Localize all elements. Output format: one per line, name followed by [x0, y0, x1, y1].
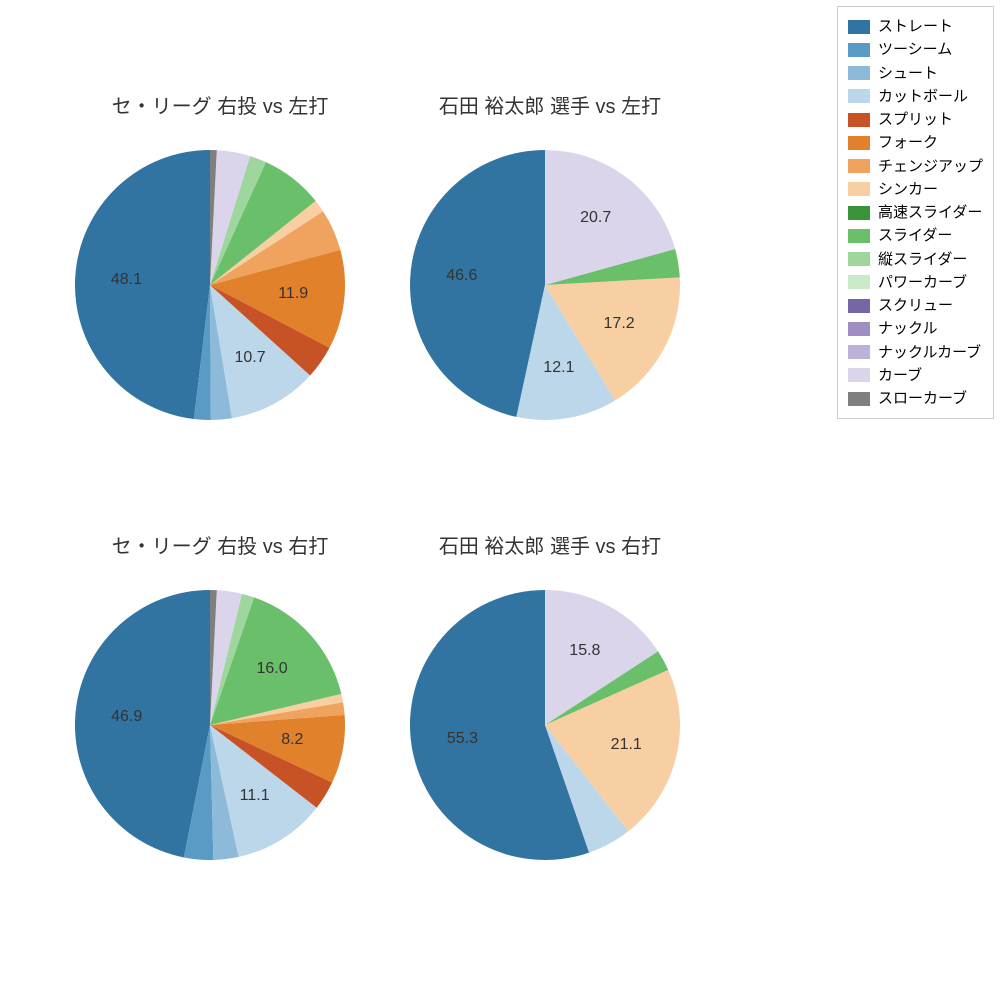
legend-item: 高速スライダー [848, 201, 983, 224]
pie-slice [410, 150, 545, 417]
legend-swatch [848, 136, 870, 150]
legend-item: スローカーブ [848, 387, 983, 410]
pie-slice-label: 11.9 [278, 285, 308, 303]
pie-slice-label: 10.7 [235, 349, 266, 367]
pie-slice-label: 46.9 [111, 708, 142, 726]
legend-label: ストレート [878, 15, 953, 38]
legend-swatch [848, 66, 870, 80]
chart-title: 石田 裕太郎 選手 vs 左打 [400, 90, 700, 119]
legend-swatch [848, 345, 870, 359]
chart-title: 石田 裕太郎 選手 vs 右打 [400, 530, 700, 559]
legend-label: 縦スライダー [878, 248, 967, 271]
pie-slice-label: 17.2 [604, 315, 635, 333]
legend-swatch [848, 229, 870, 243]
legend-label: カットボール [878, 85, 968, 108]
legend-label: シンカー [878, 178, 938, 201]
legend-swatch [848, 322, 870, 336]
pie-slice [75, 590, 210, 857]
pie-slice-label: 20.7 [580, 209, 611, 227]
legend-swatch [848, 368, 870, 382]
legend-item: スライダー [848, 224, 983, 247]
pie-chart-bottom-left: 46.9 11.1 8.2 16.0 [75, 590, 345, 860]
pie-slice-label: 15.8 [569, 642, 600, 660]
pie-slice-label: 8.2 [281, 731, 303, 749]
legend-item: シンカー [848, 178, 983, 201]
legend-item: チェンジアップ [848, 155, 983, 178]
legend-item: シュート [848, 62, 983, 85]
legend-swatch [848, 20, 870, 34]
legend-label: 高速スライダー [878, 201, 982, 224]
pie-slice-label: 48.1 [111, 271, 142, 289]
legend-label: スライダー [878, 224, 952, 247]
legend-swatch [848, 392, 870, 406]
legend-item: ツーシーム [848, 38, 983, 61]
legend-swatch [848, 89, 870, 103]
pie-chart-top-right: 46.6 12.1 17.2 20.7 [410, 150, 680, 420]
legend-swatch [848, 43, 870, 57]
pie-slice-label: 16.0 [257, 660, 288, 678]
legend-swatch [848, 206, 870, 220]
pie-slice [75, 150, 210, 419]
legend-label: シュート [878, 62, 938, 85]
legend-item: ナックルカーブ [848, 341, 983, 364]
legend-item: 縦スライダー [848, 248, 983, 271]
legend-item: スプリット [848, 108, 983, 131]
chart-title: セ・リーグ 右投 vs 左打 [70, 90, 370, 119]
legend-label: ナックルカーブ [878, 341, 981, 364]
chart-title: セ・リーグ 右投 vs 右打 [70, 530, 370, 559]
legend-item: パワーカーブ [848, 271, 983, 294]
legend-label: パワーカーブ [878, 271, 967, 294]
legend-label: スローカーブ [878, 387, 967, 410]
pie-chart-top-left: 48.1 10.7 11.9 [75, 150, 345, 420]
legend-label: ナックル [878, 317, 938, 340]
legend: ストレートツーシームシュートカットボールスプリットフォークチェンジアップシンカー… [837, 6, 994, 419]
legend-swatch [848, 252, 870, 266]
legend-swatch [848, 299, 870, 313]
legend-item: フォーク [848, 131, 983, 154]
legend-item: ナックル [848, 317, 983, 340]
legend-swatch [848, 182, 870, 196]
legend-label: スプリット [878, 108, 953, 131]
legend-label: ツーシーム [878, 38, 952, 61]
pie-slice-label: 12.1 [543, 359, 574, 377]
pie-slice-label: 21.1 [611, 736, 642, 754]
legend-item: スクリュー [848, 294, 983, 317]
legend-swatch [848, 159, 870, 173]
legend-label: スクリュー [878, 294, 953, 317]
legend-swatch [848, 275, 870, 289]
pie-slice-label: 11.1 [240, 787, 270, 805]
legend-swatch [848, 113, 870, 127]
legend-item: ストレート [848, 15, 983, 38]
legend-label: カーブ [878, 364, 922, 387]
legend-item: カーブ [848, 364, 983, 387]
pie-chart-bottom-right: 55.3 21.1 15.8 [410, 590, 680, 860]
legend-label: フォーク [878, 131, 938, 154]
legend-label: チェンジアップ [878, 155, 983, 178]
pie-slice-label: 46.6 [446, 267, 477, 285]
legend-item: カットボール [848, 85, 983, 108]
pie-slice-label: 55.3 [447, 730, 478, 748]
